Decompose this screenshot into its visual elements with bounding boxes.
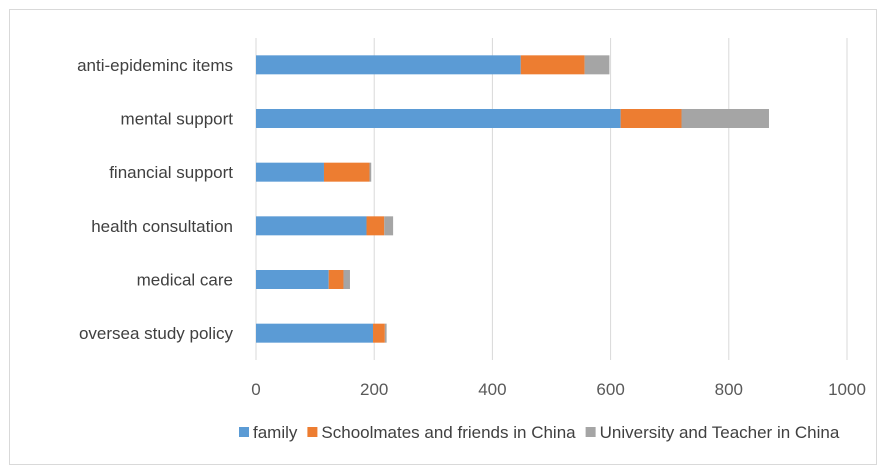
x-tick-label: 400 (478, 380, 506, 399)
gridlines (255, 38, 848, 360)
x-tick-label: 1000 (828, 380, 866, 399)
bar-segment (520, 55, 585, 75)
category-label: health consultation (91, 217, 233, 236)
bar-segment (343, 270, 350, 289)
legend-swatch (307, 427, 318, 437)
bar-segment (256, 109, 621, 128)
category-label: anti-epideminc items (77, 56, 233, 75)
legend-swatch (585, 427, 596, 437)
category-label: medical care (137, 271, 233, 290)
x-tick-label: 600 (596, 380, 624, 399)
legend-label: University and Teacher in China (600, 423, 840, 442)
x-tick-label: 200 (360, 380, 388, 399)
bar-segment (328, 270, 344, 289)
x-tick-label: 0 (251, 380, 260, 399)
bars (256, 55, 769, 343)
bar-segment (373, 323, 385, 343)
chart-frame (9, 9, 877, 465)
x-tick-label: 800 (715, 380, 743, 399)
bar-segment (366, 216, 385, 236)
category-label: oversea study policy (79, 324, 234, 343)
bar-segment (323, 162, 370, 182)
bar-segment (384, 323, 387, 343)
bar-segment (584, 55, 610, 75)
bar-segment (384, 216, 394, 236)
bar-segment (256, 162, 324, 182)
legend: family Schoolmates and friends in China Un… (239, 423, 840, 442)
category-label: financial support (109, 163, 233, 182)
bar-segment (369, 162, 372, 182)
legend-label: Schoolmates and friends in China (321, 423, 576, 442)
legend-swatch (239, 427, 249, 437)
bar-segment (256, 216, 367, 236)
category-label: mental support (121, 110, 234, 129)
bar-segment (256, 55, 521, 75)
bar-segment (256, 323, 374, 343)
x-tick-labels: 0 200 400 600 800 1000 (251, 380, 866, 399)
bar-segment (256, 270, 329, 289)
bar-segment (620, 109, 682, 128)
bar-segment (681, 109, 769, 128)
legend-label: family (253, 423, 298, 442)
category-labels: anti-epideminc items mental support financ… (77, 56, 233, 343)
